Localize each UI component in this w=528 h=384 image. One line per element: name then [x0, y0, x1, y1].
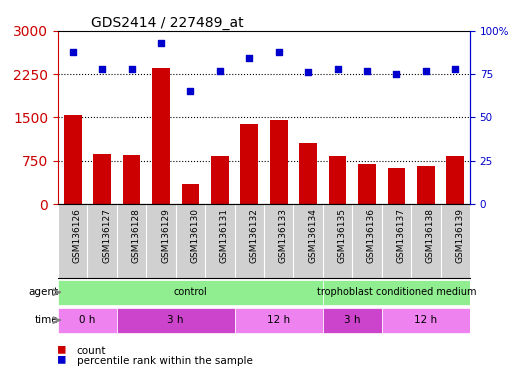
- Text: GSM136133: GSM136133: [279, 208, 288, 263]
- Bar: [58, 280, 323, 305]
- Text: 3 h: 3 h: [167, 315, 184, 325]
- Bar: [234, 308, 323, 333]
- Text: agent: agent: [28, 287, 58, 297]
- Text: GDS2414 / 227489_at: GDS2414 / 227489_at: [91, 16, 243, 30]
- Text: 3 h: 3 h: [344, 315, 361, 325]
- Point: [333, 66, 342, 72]
- Text: 12 h: 12 h: [267, 315, 290, 325]
- Text: time: time: [34, 315, 58, 325]
- Point: [304, 69, 313, 75]
- Bar: [417, 166, 435, 204]
- Point: [451, 66, 459, 72]
- Text: GSM136134: GSM136134: [308, 208, 317, 263]
- Point: [69, 48, 77, 55]
- Bar: [152, 68, 170, 204]
- Point: [392, 71, 401, 77]
- Text: percentile rank within the sample: percentile rank within the sample: [77, 356, 252, 366]
- Text: GSM136135: GSM136135: [337, 208, 346, 263]
- Bar: [240, 124, 258, 204]
- Point: [127, 66, 136, 72]
- Bar: [211, 156, 229, 204]
- Text: count: count: [77, 346, 106, 356]
- Point: [363, 68, 371, 74]
- Bar: [64, 114, 82, 204]
- Bar: [299, 143, 317, 204]
- Text: 12 h: 12 h: [414, 315, 437, 325]
- Bar: [123, 155, 140, 204]
- Bar: [323, 280, 470, 305]
- Text: GSM136136: GSM136136: [367, 208, 376, 263]
- Bar: [182, 184, 199, 204]
- Text: GSM136137: GSM136137: [397, 208, 406, 263]
- Text: GSM136131: GSM136131: [220, 208, 229, 263]
- Text: GSM136132: GSM136132: [249, 208, 258, 263]
- Bar: [323, 308, 382, 333]
- Text: GSM136139: GSM136139: [455, 208, 464, 263]
- Bar: [358, 164, 376, 204]
- Text: 0 h: 0 h: [79, 315, 96, 325]
- Text: ■: ■: [58, 342, 65, 355]
- Text: GSM136130: GSM136130: [191, 208, 200, 263]
- Point: [245, 55, 253, 61]
- Bar: [388, 168, 405, 204]
- Text: GSM136128: GSM136128: [131, 208, 140, 263]
- Bar: [382, 308, 470, 333]
- Bar: [446, 156, 464, 204]
- Text: GSM136127: GSM136127: [102, 208, 111, 263]
- Point: [215, 68, 224, 74]
- Bar: [58, 308, 117, 333]
- Bar: [117, 308, 234, 333]
- Text: GSM136129: GSM136129: [161, 208, 170, 263]
- Bar: [329, 156, 346, 204]
- Text: trophoblast conditioned medium: trophoblast conditioned medium: [317, 287, 476, 297]
- Text: GSM136138: GSM136138: [426, 208, 435, 263]
- Point: [421, 68, 430, 74]
- Bar: [270, 120, 288, 204]
- Text: ■: ■: [58, 353, 65, 366]
- Text: control: control: [174, 287, 208, 297]
- Text: GSM136126: GSM136126: [73, 208, 82, 263]
- Point: [186, 88, 195, 94]
- Bar: [93, 154, 111, 204]
- Point: [157, 40, 165, 46]
- Point: [275, 48, 283, 55]
- Point: [98, 66, 107, 72]
